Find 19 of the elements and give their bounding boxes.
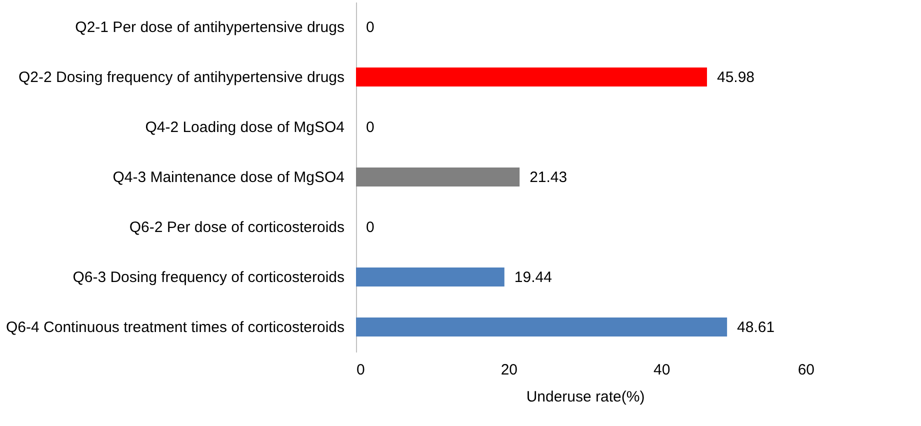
- x-tick-label: 60: [798, 362, 814, 378]
- data-label: 0: [366, 19, 374, 36]
- y-tick-label: Q4-3 Maintenance dose of MgSO4: [112, 169, 344, 186]
- y-tick-label: Q2-1 Per dose of antihypertensive drugs: [75, 19, 344, 36]
- y-tick-label: Q6-4 Continuous treatment times of corticosteroids: [6, 319, 344, 336]
- data-label: 21.43: [530, 169, 568, 186]
- y-tick-label: Q2-2 Dosing frequency of antihypertensive drugs: [18, 69, 344, 86]
- data-label: 0: [366, 119, 374, 136]
- data-label: 48.61: [737, 319, 775, 336]
- x-tick-label: 0: [356, 362, 365, 378]
- y-tick-label: Q6-3 Dosing frequency of corticosteroids: [72, 269, 344, 286]
- data-label: 0: [366, 219, 374, 236]
- x-tick-label: 20: [500, 362, 518, 378]
- data-label: 45.98: [716, 69, 755, 86]
- x-axis-title: Underuse rate(%): [526, 388, 645, 406]
- y-tick-label: Q4-2 Loading dose of MgSO4: [145, 119, 344, 136]
- y-tick-label: Q6-2 Per dose of corticosteroids: [129, 219, 344, 236]
- x-tick-label: 40: [653, 362, 670, 378]
- data-label: 19.44: [514, 269, 552, 286]
